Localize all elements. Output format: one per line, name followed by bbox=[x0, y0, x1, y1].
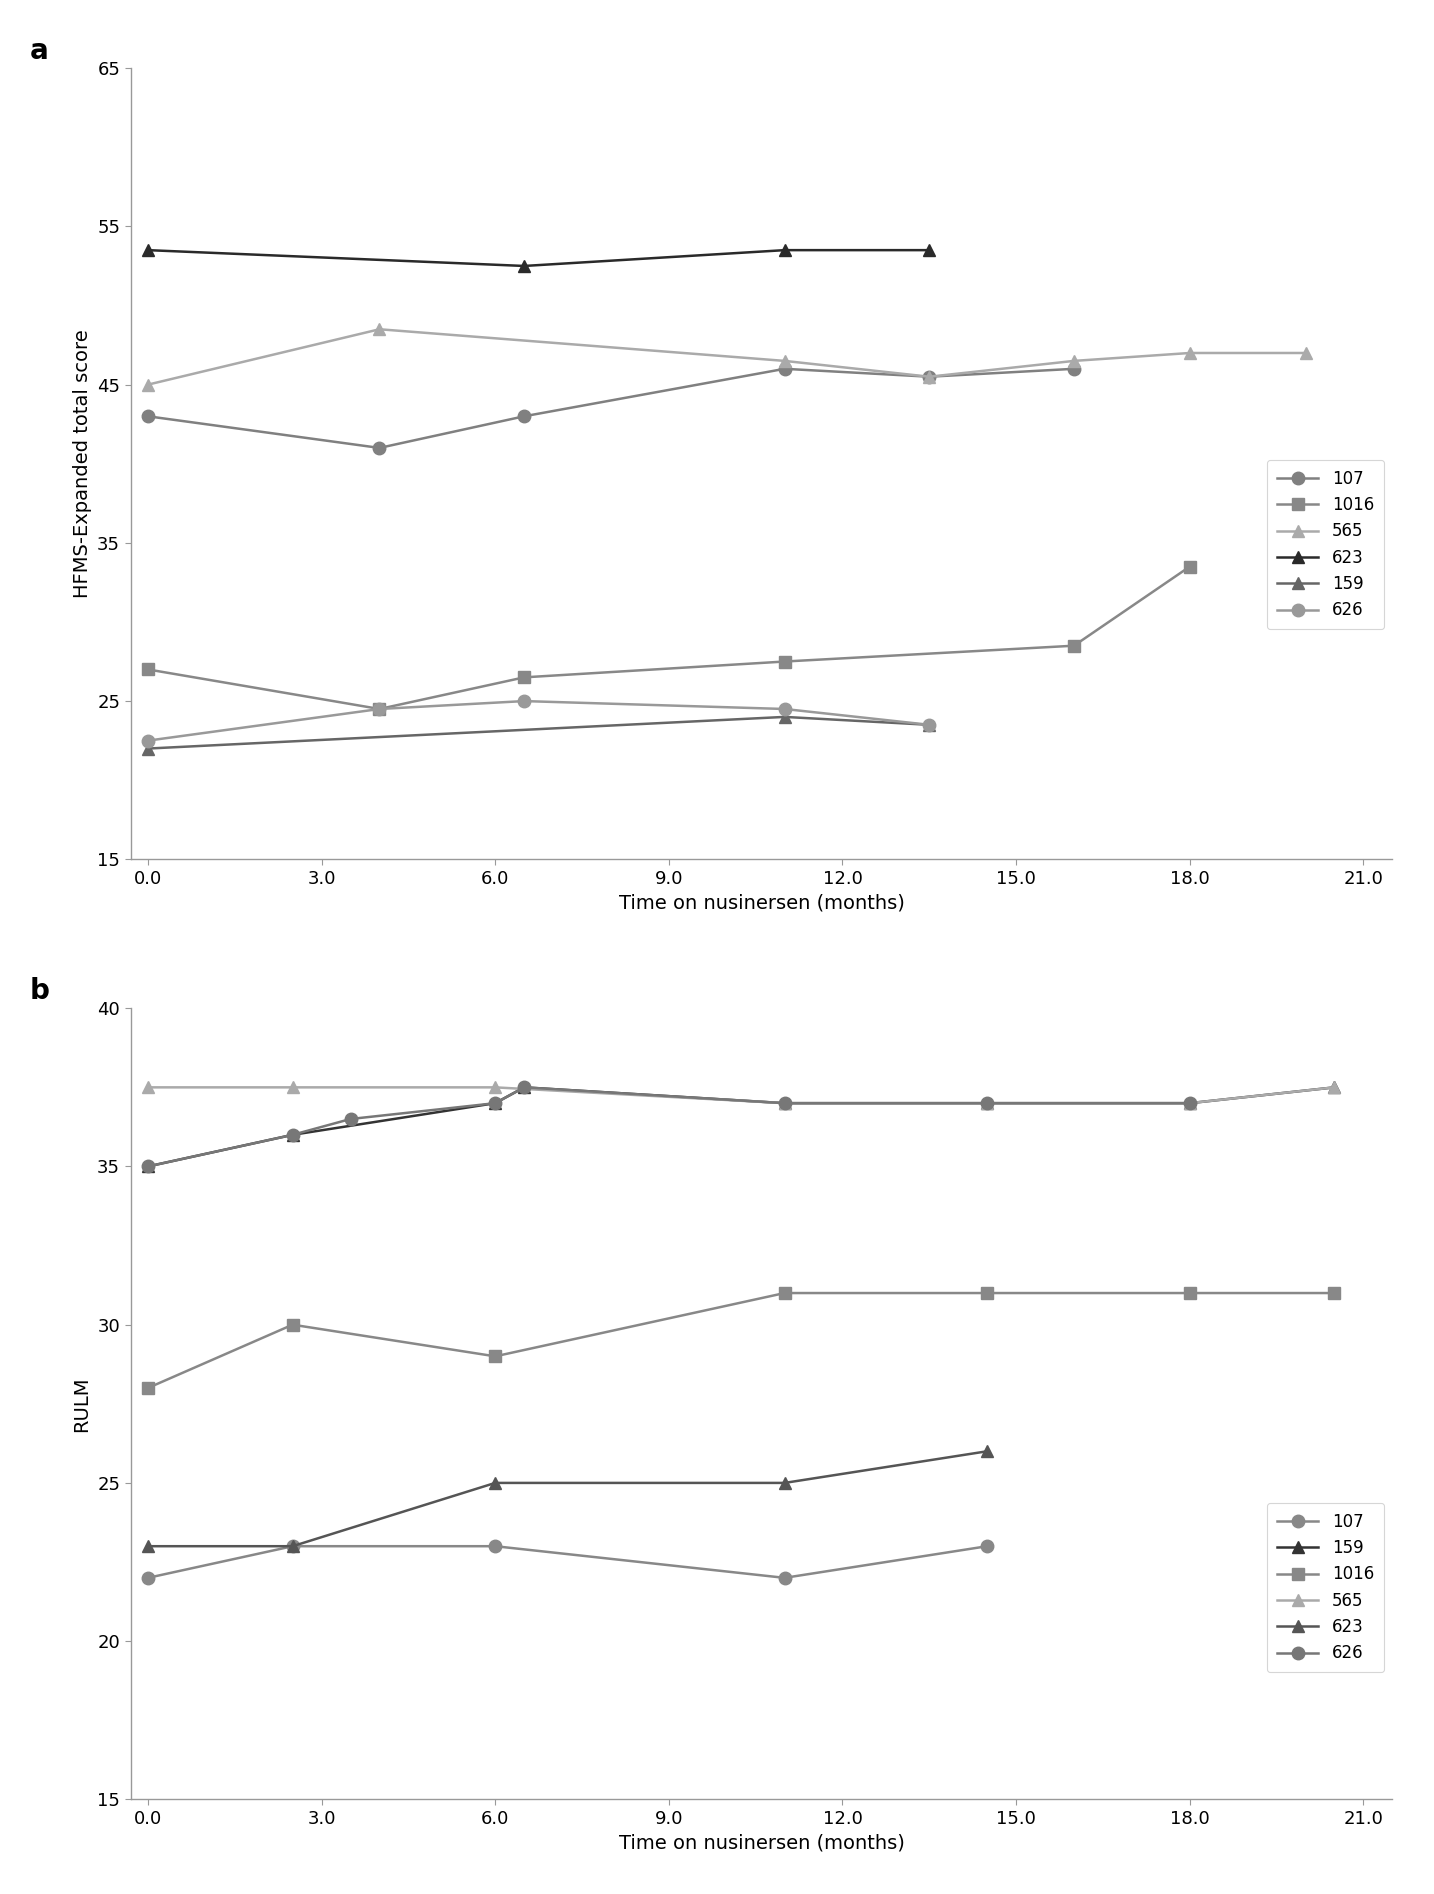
Text: a: a bbox=[30, 36, 49, 64]
Y-axis label: RULM: RULM bbox=[73, 1377, 92, 1432]
Text: b: b bbox=[30, 977, 50, 1004]
Y-axis label: HFMS-Expanded total score: HFMS-Expanded total score bbox=[73, 330, 92, 599]
Legend: 107, 159, 1016, 565, 623, 626: 107, 159, 1016, 565, 623, 626 bbox=[1266, 1502, 1384, 1672]
X-axis label: Time on nusinersen (months): Time on nusinersen (months) bbox=[618, 1833, 905, 1852]
Legend: 107, 1016, 565, 623, 159, 626: 107, 1016, 565, 623, 159, 626 bbox=[1266, 460, 1384, 629]
X-axis label: Time on nusinersen (months): Time on nusinersen (months) bbox=[618, 894, 905, 913]
